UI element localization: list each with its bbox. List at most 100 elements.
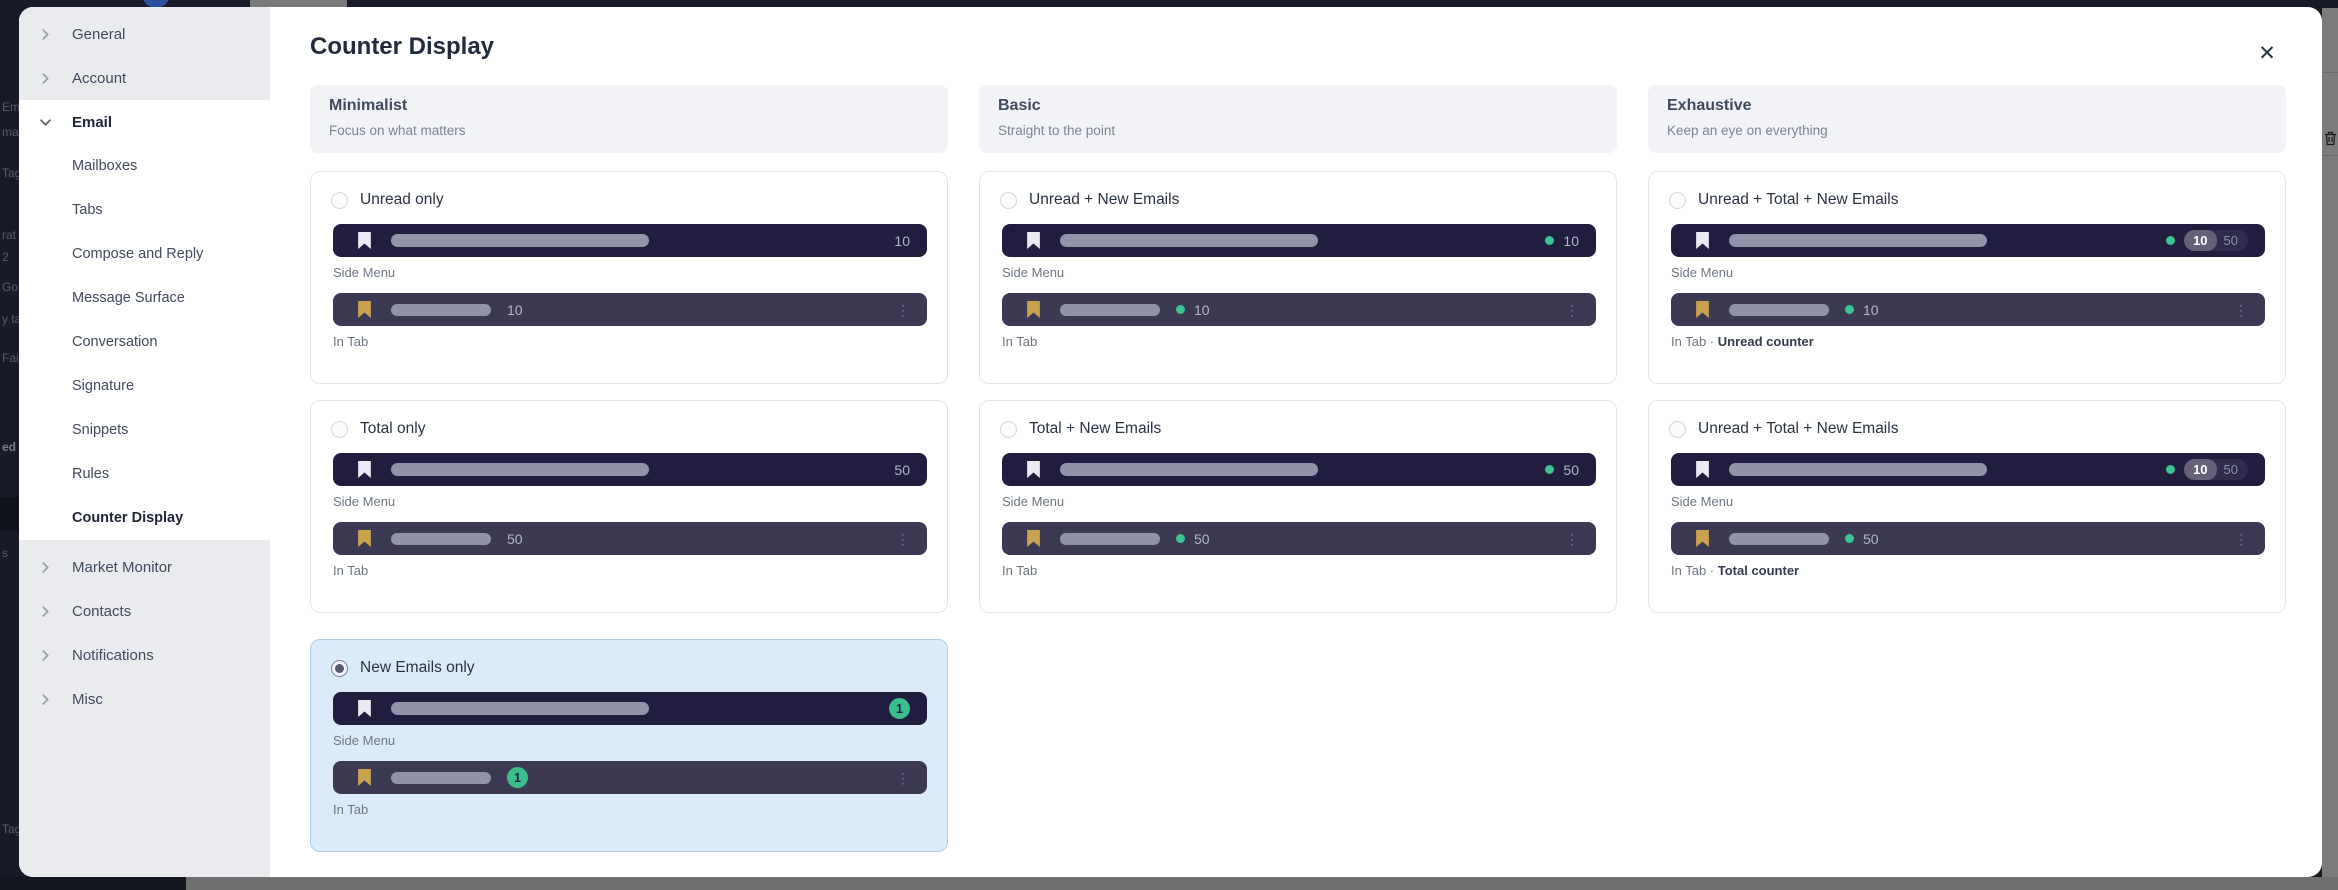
sidebar-item-label: Rules bbox=[72, 466, 110, 482]
sidebar-item-label: Market Monitor bbox=[72, 558, 173, 576]
option-title: Total + New Emails bbox=[1029, 420, 1162, 437]
sidebar-item-counter-display[interactable]: Counter Display bbox=[19, 496, 270, 540]
option-card-unread-new-emails[interactable]: Unread + New Emails 10 Side Menu 10 ⋮ bbox=[979, 171, 1617, 384]
option-card-total-new-emails[interactable]: Total + New Emails 50 Side Menu 50 ⋮ bbox=[979, 400, 1617, 613]
background-text-fragment: rat bbox=[2, 228, 17, 242]
column-header: Exhaustive Keep an eye on everything bbox=[1648, 85, 2286, 153]
sidebar-item-misc[interactable]: Misc bbox=[19, 677, 270, 721]
sidebar-item-contacts[interactable]: Contacts bbox=[19, 589, 270, 633]
counter-value: 50 bbox=[1563, 461, 1579, 478]
total-count: 50 bbox=[2223, 233, 2238, 248]
counter-value: 10 bbox=[1563, 232, 1579, 249]
sidebar-group-top: General Account bbox=[19, 7, 270, 100]
sidebar-item-conversation[interactable]: Conversation bbox=[19, 320, 270, 364]
counter-value: 10 bbox=[894, 232, 910, 249]
sidebar-item-label: Contacts bbox=[72, 602, 132, 620]
settings-modal: General Account Email Mailboxes Tabs Com… bbox=[19, 7, 2322, 877]
background-app-bottombar bbox=[0, 877, 2338, 890]
sidebar-item-market-monitor[interactable]: Market Monitor bbox=[19, 545, 270, 589]
option-card-total-only[interactable]: Total only 50 Side Menu 50 ⋮ In Tab bbox=[310, 400, 948, 613]
in-tab-preview: 50 ⋮ bbox=[333, 522, 927, 555]
option-card-unread-only[interactable]: Unread only 10 Side Menu 10 ⋮ In Tab bbox=[310, 171, 948, 384]
preview-label: Side Menu bbox=[1671, 265, 1734, 280]
counter-value: 50 bbox=[507, 530, 523, 547]
sidebar-item-label: Notifications bbox=[72, 646, 154, 664]
more-options-icon: ⋮ bbox=[2234, 301, 2248, 318]
sidebar-item-rules[interactable]: Rules bbox=[19, 452, 270, 496]
sidebar-item-compose-and-reply[interactable]: Compose and Reply bbox=[19, 232, 270, 276]
background-text-fragment: 2 bbox=[2, 250, 9, 264]
new-emails-dot bbox=[1176, 534, 1185, 543]
radio-button[interactable] bbox=[1000, 420, 1017, 438]
chevron-down-icon bbox=[40, 117, 60, 128]
sidebar-item-mailboxes[interactable]: Mailboxes bbox=[19, 144, 270, 188]
background-text-fragment: Fai bbox=[2, 351, 19, 365]
radio-button[interactable] bbox=[1000, 191, 1017, 209]
sidebar-item-label: Tabs bbox=[72, 202, 103, 218]
bookmark-icon bbox=[358, 232, 371, 249]
placeholder-bar bbox=[391, 771, 491, 784]
column-name: Minimalist bbox=[329, 97, 408, 114]
settings-sidebar: General Account Email Mailboxes Tabs Com… bbox=[19, 7, 270, 877]
side-menu-preview: 10 50 bbox=[1671, 453, 2265, 486]
radio-button[interactable] bbox=[1669, 420, 1686, 438]
option-card-unread-total-new-total-counter[interactable]: Unread + Total + New Emails 10 50 bbox=[1648, 400, 2286, 613]
sidebar-item-tabs[interactable]: Tabs bbox=[19, 188, 270, 232]
page-title: Counter Display bbox=[310, 33, 495, 60]
placeholder-bar bbox=[1729, 463, 1987, 476]
column-name: Exhaustive bbox=[1667, 97, 1752, 114]
background-text-fragment: Go bbox=[2, 280, 19, 294]
radio-button[interactable] bbox=[1669, 191, 1686, 209]
sidebar-item-snippets[interactable]: Snippets bbox=[19, 408, 270, 452]
preview-label: Side Menu bbox=[1002, 494, 1065, 509]
sidebar-item-general[interactable]: General bbox=[19, 12, 270, 56]
horizontal-scrollbar[interactable] bbox=[186, 877, 2338, 890]
new-emails-dot bbox=[1545, 465, 1555, 474]
bookmark-icon bbox=[1027, 232, 1040, 249]
new-emails-dot bbox=[1176, 305, 1185, 314]
sidebar-item-message-surface[interactable]: Message Surface bbox=[19, 276, 270, 320]
background-top-tab bbox=[250, 0, 347, 7]
radio-button[interactable] bbox=[331, 420, 348, 438]
more-options-icon: ⋮ bbox=[1565, 301, 1579, 318]
column-header: Basic Straight to the point bbox=[979, 85, 1617, 153]
option-card-unread-total-new-unread-counter[interactable]: Unread + Total + New Emails 10 50 bbox=[1648, 171, 2286, 384]
preview-label: Side Menu bbox=[1671, 494, 1734, 509]
option-card-new-emails-only[interactable]: New Emails only 1 Side Menu 1 ⋮ In Ta bbox=[310, 639, 948, 852]
sidebar-item-email[interactable]: Email bbox=[19, 100, 270, 144]
column-description: Straight to the point bbox=[998, 123, 1116, 138]
sidebar-item-label: Mailboxes bbox=[72, 158, 138, 174]
sidebar-item-account[interactable]: Account bbox=[19, 56, 270, 100]
background-text-fragment: ed bbox=[2, 440, 17, 454]
bookmark-icon bbox=[1027, 301, 1040, 318]
sidebar-item-label: General bbox=[72, 25, 126, 43]
preview-label: Side Menu bbox=[333, 494, 396, 509]
sidebar-item-signature[interactable]: Signature bbox=[19, 364, 270, 408]
bookmark-icon bbox=[358, 530, 371, 547]
column-basic: Basic Straight to the point Unread + New… bbox=[979, 85, 1617, 868]
side-menu-preview: 10 bbox=[333, 224, 927, 257]
option-title: Unread only bbox=[360, 191, 444, 208]
close-icon[interactable]: ✕ bbox=[2258, 41, 2276, 65]
column-exhaustive: Exhaustive Keep an eye on everything Unr… bbox=[1648, 85, 2286, 868]
more-options-icon: ⋮ bbox=[896, 769, 910, 786]
sidebar-item-label: Misc bbox=[72, 690, 103, 708]
trash-icon bbox=[2325, 131, 2336, 146]
background-sidebar-highlight bbox=[0, 497, 19, 531]
placeholder-bar bbox=[1729, 303, 1829, 316]
preview-label: In Tab bbox=[1002, 334, 1038, 349]
bookmark-icon bbox=[1027, 461, 1040, 478]
radio-button[interactable] bbox=[331, 191, 348, 209]
background-text-fragment: y ta bbox=[2, 312, 19, 326]
in-tab-preview: 1 ⋮ bbox=[333, 761, 927, 794]
counter-display-panel: Counter Display ✕ Minimalist Focus on wh… bbox=[270, 7, 2322, 877]
column-name: Basic bbox=[998, 97, 1041, 114]
radio-button-checked[interactable] bbox=[331, 659, 348, 677]
preview-label: Side Menu bbox=[333, 265, 396, 280]
counter-value: 10 bbox=[507, 301, 523, 318]
sidebar-item-notifications[interactable]: Notifications bbox=[19, 633, 270, 677]
chevron-right-icon bbox=[40, 693, 60, 705]
side-menu-preview: 50 bbox=[1002, 453, 1596, 486]
background-avatar bbox=[142, 0, 170, 8]
preview-label: In Tab · Total counter bbox=[1671, 563, 2265, 578]
